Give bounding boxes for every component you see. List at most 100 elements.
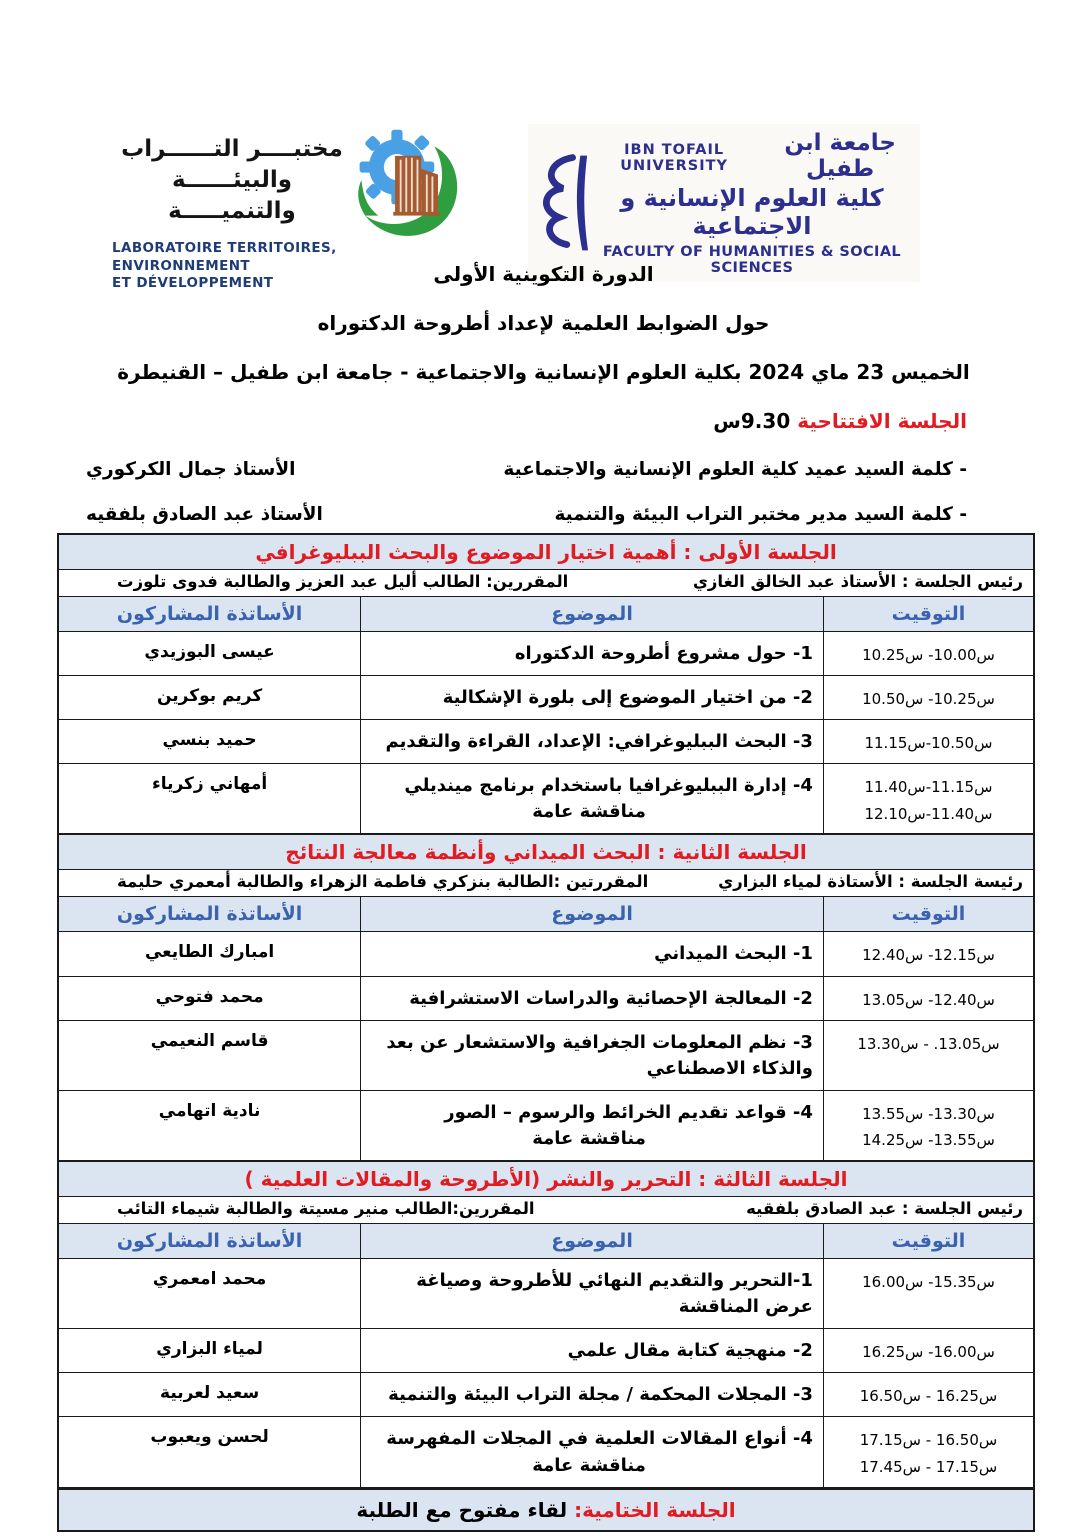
time-cell: س13.05. - س13.30 (822, 1019, 1035, 1091)
time-value: س13.30- س13.55 (862, 1104, 995, 1123)
topic-cell: 2- من اختيار الموضوع إلى بلورة الإشكالية (360, 675, 824, 721)
lab-french-line1: LABORATOIRE TERRITOIRES, (112, 240, 337, 256)
session-title-row: الجلسة الثانية : البحث الميداني وأنظمة م… (57, 833, 1035, 871)
schedule-row: س10.25- س10.50 2- من اختيار الموضوع إلى ب… (57, 675, 1035, 721)
time-cell: س15.35- س16.00 (822, 1258, 1035, 1330)
lab-logo: مختبــــر التــــــراب والبيئــــــة وال… (112, 126, 472, 293)
session-subtitle: رئيس الجلسة : الأستاذ عبد الخالق الغازي ا… (69, 572, 1023, 591)
faculty-name-english: FACULTY OF HUMANITIES & SOCIAL SCIENCES (602, 244, 902, 276)
topic-cell: 2- منهجية كتابة مقال علمي (360, 1328, 824, 1374)
opening-session-label: الجلسة الافتتاحية (797, 409, 967, 433)
topic-cell: 1- حول مشروع أطروحة الدكتوراه (360, 630, 824, 677)
session-rapporteurs: المقررين:الطالب منير مسيتة والطالبة شيما… (117, 1199, 535, 1219)
column-header-prof: الأساتذة المشاركون (57, 896, 362, 933)
time-value: س16.00- س16.25 (862, 1343, 995, 1362)
topic-cell: 4- إدارة الببليوغرافيا باستخدام برنامج م… (360, 763, 824, 835)
time-value: س13.55- س14.25 (862, 1131, 995, 1150)
professor-cell: قاسم النعيمي (57, 1019, 362, 1091)
professor-cell: كريم بوكرين (57, 675, 362, 721)
lab-french-line3: ET DÉVELOPPEMENT (112, 275, 274, 292)
professor-cell: سعيد لعربية (57, 1372, 362, 1418)
session-title-row: الجلسة الثالثة : التحرير والنشر (الأطروح… (57, 1160, 1035, 1198)
time-value: س17.15 - س17.45 (859, 1457, 998, 1476)
time-value: س11.40-س12.10 (864, 804, 993, 823)
closing-session-cell: الجلسة الختامية: لقاء مفتوح مع الطلبة (57, 1486, 1035, 1532)
opening-item-speaker: الأستاذ جمال الكركوري (86, 459, 296, 480)
closing-body: الجلسة الختامية: لقاء مفتوح مع الطلبة (57, 1486, 1035, 1532)
time-value: س11.15-س11.40 (864, 778, 993, 797)
column-header-row: التوقيت الموضوع الأساتذة المشاركون (57, 596, 1035, 632)
opening-item: - كلمة السيد عميد كلية العلوم الإنسانية … (86, 447, 967, 492)
topic-cell: 1- البحث الميداني (360, 931, 824, 977)
university-logo-text: جامعة ابن طفيل IBN TOFAIL UNIVERSITY كلي… (590, 130, 914, 276)
faculty-name-arabic: كلية العلوم الإنسانية و الاجتماعية (620, 184, 884, 240)
topic-text: 2- من اختيار الموضوع إلى بلورة الإشكالية (442, 687, 813, 709)
building-icon (393, 155, 440, 216)
opening-item-speaker: الأستاذ عبد الصادق بلفقيه (86, 504, 323, 525)
session-chair: رئيس الجلسة : الأستاذ عبد الخالق الغازي (692, 572, 1023, 591)
session-subtitle-cell: رئيس الجلسة : عبد الصادق بلفقيه المقررين:… (57, 1196, 1035, 1225)
topic-text: 1-التحرير والتقديم النهائي للأطروحة وصيا… (416, 1270, 813, 1318)
session-subtitle-cell: رئيس الجلسة : الأستاذ عبد الخالق الغازي ا… (57, 569, 1035, 597)
column-header-row: التوقيت الموضوع الأساتذة المشاركون (57, 1223, 1035, 1260)
time-cell: س12.40- س13.05 (822, 975, 1035, 1021)
time-cell: س16.25 - س16.50 (822, 1372, 1035, 1418)
time-cell: س10.50-س11.15 (822, 719, 1035, 765)
column-header-topic: الموضوع (360, 896, 824, 933)
column-header-topic: الموضوع (360, 596, 824, 632)
opening-item: - كلمة السيد مدير مختبر التراب البيئة وا… (86, 492, 967, 537)
topic-cell: 1-التحرير والتقديم النهائي للأطروحة وصيا… (360, 1258, 824, 1330)
opening-item-text: - كلمة السيد عميد كلية العلوم الإنسانية … (503, 459, 967, 480)
session-subtitle-row: رئيسة الجلسة : الأستاذة لمياء البزاري الم… (57, 869, 1035, 898)
topic-cell: 4- قواعد تقديم الخرائط والرسوم – الصور من… (360, 1089, 824, 1162)
topic-cell: 3- المجلات المحكمة / مجلة التراب البيئة … (360, 1372, 824, 1418)
schedule: الجلسة الأولى : أهمية اختيار الموضوع وال… (57, 533, 1035, 1532)
schedule-row: س16.50 - س17.15 س17.15 - س17.45 4- أنواع ا… (57, 1416, 1035, 1489)
time-value: س16.50 - س17.15 (859, 1431, 998, 1450)
column-header-time: التوقيت (822, 896, 1035, 933)
column-header-prof: الأساتذة المشاركون (57, 1223, 362, 1260)
topic-cell: 2- المعالجة الإحصائية والدراسات الاستشرا… (360, 975, 824, 1021)
topic-text: 4- قواعد تقديم الخرائط والرسوم – الصور (444, 1101, 813, 1123)
schedule-row: س10.00- س10.25 1- حول مشروع أطروحة الدكتو… (57, 630, 1035, 677)
session-subtitle: رئيس الجلسة : عبد الصادق بلفقيه المقررين:… (69, 1199, 1023, 1218)
professor-cell: امبارك الطايعي (57, 931, 362, 977)
topic-subtext: مناقشة عامة (532, 801, 646, 823)
closing-session-row: الجلسة الختامية: لقاء مفتوح مع الطلبة (57, 1486, 1035, 1532)
topic-text: 2- منهجية كتابة مقال علمي (567, 1340, 813, 1362)
topic-text: 4- أنواع المقالات العلمية في المجلات الم… (386, 1428, 813, 1450)
time-value: س10.00- س10.25 (862, 646, 995, 664)
title-line-1: الدورة التكوينية الأولى (433, 262, 654, 286)
column-header-topic: الموضوع (360, 1223, 824, 1260)
schedule-table: الجلسة الأولى : أهمية اختيار الموضوع وال… (57, 533, 1035, 1532)
topic-text: 3- نظم المعلومات الجغرافية والاستشعار عن… (386, 1031, 813, 1079)
title-block: الدورة التكوينية الأولى حول الضوابط العل… (0, 262, 1087, 537)
session-subtitle-cell: رئيسة الجلسة : الأستاذة لمياء البزاري الم… (57, 869, 1035, 898)
topic-subtext: مناقشة عامة (532, 1454, 646, 1476)
time-value: س13.05. - س13.30 (857, 1034, 1000, 1053)
time-cell: س16.50 - س17.15 س17.15 - س17.45 (822, 1416, 1035, 1489)
professor-cell: نادية اتهامي (57, 1089, 362, 1162)
opening-session-time: 9.30س (713, 409, 791, 433)
session-title: الجلسة الثالثة : التحرير والنشر (الأطروح… (57, 1160, 1035, 1198)
time-value: س10.25- س10.50 (862, 690, 995, 709)
topic-text: 4- إدارة الببليوغرافيا باستخدام برنامج م… (404, 775, 813, 797)
column-header-time: التوقيت (822, 1223, 1035, 1260)
topic-text: 1- البحث الميداني (654, 943, 813, 965)
topic-text: 3- البحث الببليوغرافي: الإعداد، القراءة … (385, 731, 813, 753)
title-line-2: حول الضوابط العلمية لإعداد أطروحة الدكتو… (317, 311, 770, 335)
session-title: الجلسة الأولى : أهمية اختيار الموضوع وال… (57, 533, 1035, 570)
schedule-row: س12.40- س13.05 2- المعالجة الإحصائية والد… (57, 975, 1035, 1021)
lab-logo-french-name: LABORATOIRE TERRITOIRES, ENVIRONNEMENT E… (112, 240, 352, 293)
session-rapporteurs: المقررين: الطالب أليل عبد العزيز والطالب… (117, 572, 569, 591)
sessions-body: الجلسة الأولى : أهمية اختيار الموضوع وال… (57, 533, 1035, 1489)
closing-session-label: الجلسة الختامية: (574, 1497, 736, 1522)
schedule-row: س15.35- س16.00 1-التحرير والتقديم النهائي… (57, 1258, 1035, 1330)
lab-logo-arabic-name: مختبــــر التــــــراب والبيئــــــة وال… (112, 126, 352, 227)
university-line1: جامعة ابن طفيل IBN TOFAIL UNIVERSITY (590, 130, 914, 182)
schedule-row: س12.15- س12.40 1- البحث الميداني امبارك ال… (57, 931, 1035, 977)
session-title-row: الجلسة الأولى : أهمية اختيار الموضوع وال… (57, 533, 1035, 570)
topic-subtext: مناقشة عامة (532, 1127, 646, 1149)
time-cell: س10.25- س10.50 (822, 675, 1035, 721)
closing-session-text: لقاء مفتوح مع الطلبة (356, 1497, 568, 1522)
